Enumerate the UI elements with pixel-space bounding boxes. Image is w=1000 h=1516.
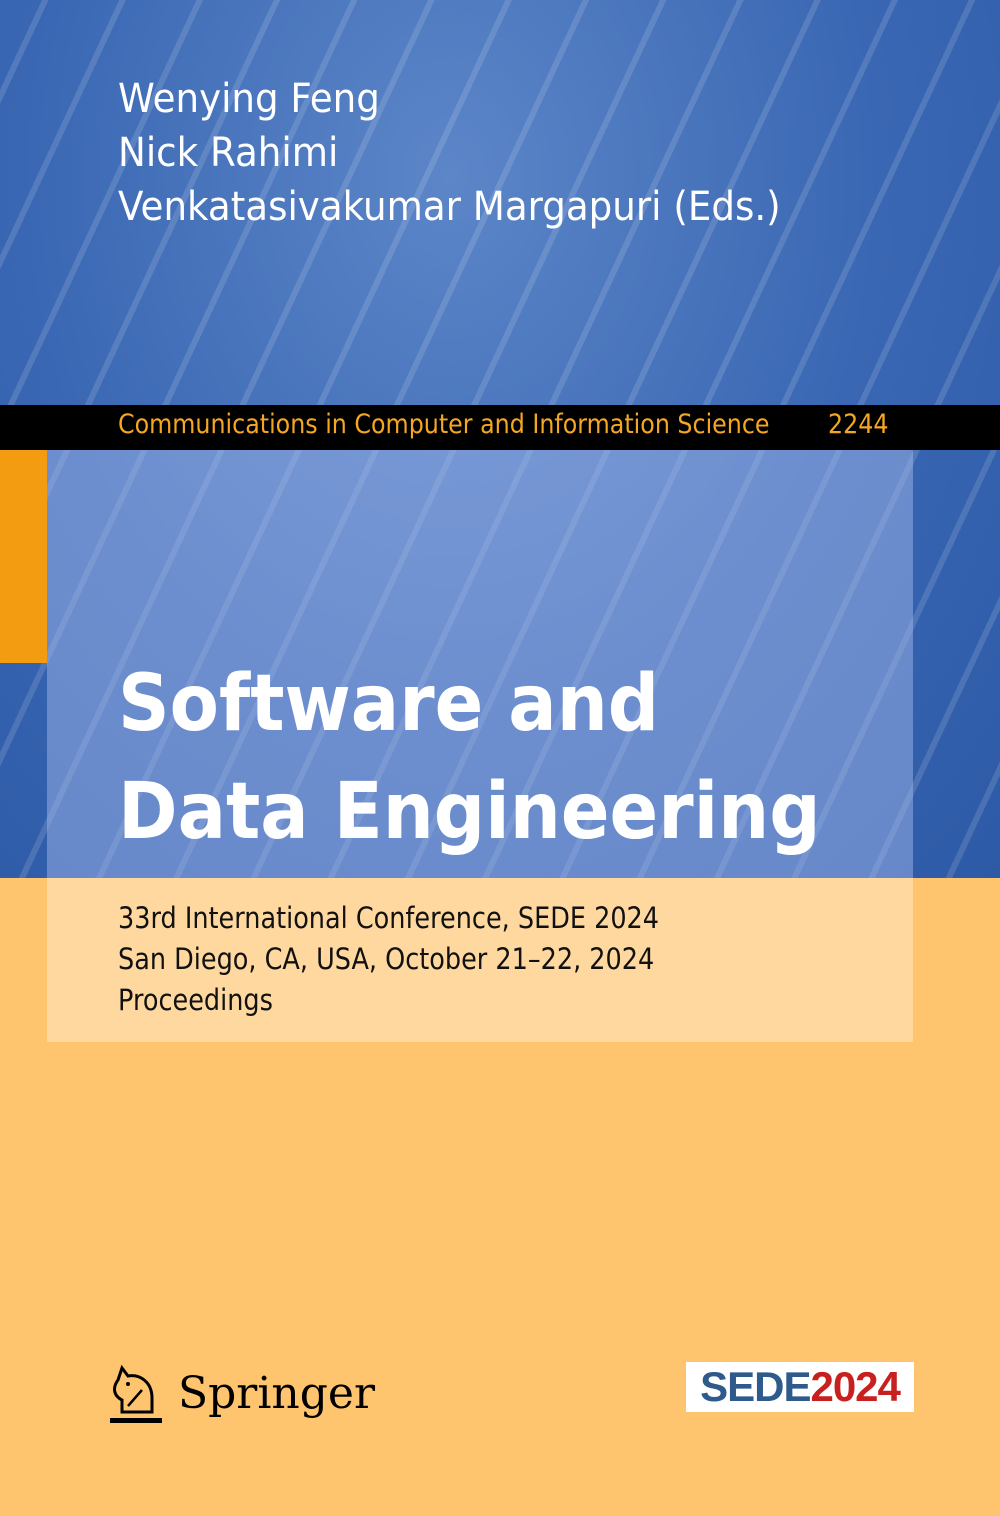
- title-panel: [47, 450, 913, 878]
- editor: Venkatasivakumar Margapuri (Eds.): [118, 184, 781, 230]
- editors: Wenying Feng Nick Rahimi Venkatasivakuma…: [118, 72, 831, 234]
- accent-bar: [0, 450, 47, 663]
- publisher-name: Springer: [178, 1367, 375, 1419]
- conference-logo-year: 2024: [810, 1363, 900, 1410]
- publisher-logo: Springer: [108, 1360, 375, 1426]
- subtitle-line: Proceedings: [118, 983, 273, 1017]
- series-band: [0, 405, 1000, 450]
- editor: Wenying Feng: [118, 76, 380, 122]
- editor: Nick Rahimi: [118, 130, 339, 176]
- title-line: Data Engineering: [118, 767, 821, 857]
- conference-logo: SEDE 2024: [686, 1362, 914, 1412]
- book-subtitle: 33rd International Conference, SEDE 2024…: [118, 898, 733, 1021]
- subtitle-line: San Diego, CA, USA, October 21–22, 2024: [118, 942, 655, 976]
- book-title: Software and Data Engineering: [118, 650, 882, 866]
- title-line: Software and: [118, 659, 660, 749]
- series-volume: 2244: [828, 409, 889, 440]
- chess-knight-icon: [110, 1364, 162, 1423]
- conference-logo-name: SEDE: [700, 1363, 811, 1410]
- series-name: Communications in Computer and Informati…: [118, 409, 770, 440]
- subtitle-panel: [47, 878, 913, 1042]
- subtitle-line: 33rd International Conference, SEDE 2024: [118, 901, 660, 935]
